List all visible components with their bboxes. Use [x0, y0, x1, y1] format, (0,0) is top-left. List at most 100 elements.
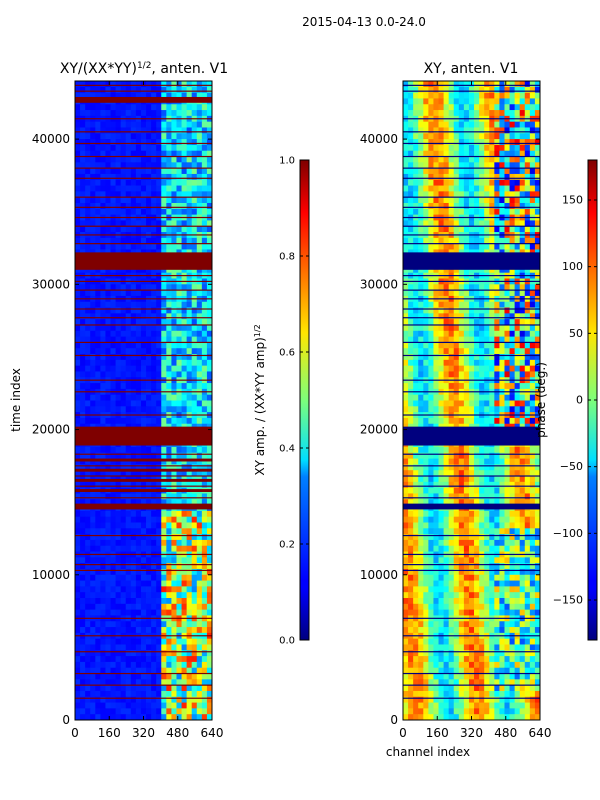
heatmap-cell [524, 156, 531, 163]
heatmap-cell [90, 86, 96, 94]
heatmap-cell [186, 127, 193, 134]
heatmap-cell [474, 98, 480, 105]
heatmap-cell [529, 202, 536, 210]
heatmap-cell [206, 284, 213, 291]
heatmap-cell [75, 534, 81, 541]
heatmap-cell [85, 226, 91, 233]
heatmap-cell [171, 208, 177, 216]
heatmap-cell [156, 139, 162, 146]
heatmap-cell [166, 586, 172, 593]
heatmap-cell [115, 516, 122, 523]
heatmap-cell [494, 162, 500, 169]
heatmap-cell [519, 266, 526, 274]
heatmap-cell [90, 586, 96, 593]
heatmap-cell [403, 458, 409, 465]
heatmap-cell [504, 394, 510, 401]
heatmap-cell [130, 139, 137, 146]
heatmap-cell [453, 481, 460, 489]
heatmap-cell [95, 452, 101, 459]
heatmap-cell [418, 98, 424, 105]
heatmap-cell [474, 133, 480, 140]
heatmap-cell [166, 336, 172, 343]
heatmap-cell [463, 487, 470, 494]
heatmap-cell [423, 173, 429, 181]
heatmap-cell [156, 679, 162, 686]
heatmap-cell [176, 313, 182, 320]
heatmap-cell [161, 516, 167, 523]
heatmap-cell [130, 202, 137, 210]
heatmap-cell [514, 324, 521, 332]
heatmap-cell [120, 708, 127, 715]
heatmap-cell [161, 266, 167, 274]
flagged-time-band [75, 468, 212, 472]
heatmap-cell [90, 383, 96, 390]
heatmap-cell [499, 290, 505, 297]
heatmap-cell [156, 638, 162, 645]
heatmap-cell [75, 208, 81, 216]
heatmap-cell [125, 220, 132, 227]
heatmap-cell [85, 446, 91, 454]
heatmap-cell [499, 81, 505, 88]
heatmap-cell [181, 307, 188, 314]
flagged-row-line [75, 354, 212, 357]
heatmap-cell [438, 394, 444, 401]
heatmap-cell [494, 330, 500, 337]
heatmap-cell [140, 290, 147, 297]
heatmap-cell [433, 476, 439, 483]
heatmap-cell [95, 481, 101, 489]
heatmap-cell [110, 679, 116, 686]
heatmap-cell [130, 470, 137, 477]
heatmap-cell [130, 464, 137, 471]
heatmap-cell [428, 336, 434, 343]
heatmap-cell [181, 394, 188, 401]
heatmap-cell [120, 92, 127, 99]
flagged-row-line [75, 564, 212, 566]
heatmap-cell [206, 679, 213, 686]
heatmap-cell [423, 319, 429, 326]
heatmap-cell [171, 673, 177, 680]
heatmap-cell [161, 226, 167, 233]
heatmap-cell [161, 121, 167, 128]
flagged-row-line [75, 196, 212, 198]
heatmap-cell [504, 173, 510, 181]
heatmap-cell [161, 417, 167, 425]
heatmap-cell [418, 226, 424, 233]
heatmap-cell [479, 110, 485, 117]
heatmap-cell [423, 121, 429, 128]
heatmap-cell [453, 464, 460, 471]
heatmap-cell [504, 383, 510, 390]
heatmap-cell [135, 86, 142, 94]
heatmap-cell [191, 243, 198, 250]
heatmap-cell [509, 290, 516, 297]
heatmap-cell [100, 650, 106, 657]
heatmap-cell [408, 406, 414, 413]
heatmap-cell [156, 568, 162, 576]
heatmap-cell [176, 621, 182, 628]
heatmap-cell [453, 324, 460, 332]
heatmap-cell [201, 690, 208, 698]
heatmap-cell [120, 650, 127, 657]
heatmap-cell [110, 516, 116, 523]
heatmap-cell [95, 237, 101, 245]
heatmap-cell [135, 150, 142, 157]
heatmap-cell [494, 359, 500, 367]
heatmap-cell [479, 173, 485, 181]
heatmap-cell [181, 150, 188, 157]
heatmap-cell [529, 470, 536, 477]
heatmap-cell [75, 371, 81, 378]
heatmap-cell [95, 644, 101, 651]
heatmap-cell [85, 499, 91, 506]
heatmap-cell [514, 92, 521, 99]
heatmap-cell [196, 336, 203, 343]
heatmap-cell [191, 563, 198, 570]
heatmap-cell [201, 452, 208, 459]
heatmap-cell [428, 394, 434, 401]
heatmap-cell [166, 365, 172, 372]
heatmap-cell [504, 191, 510, 198]
heatmap-cell [100, 92, 106, 99]
heatmap-cell [95, 313, 101, 320]
heatmap-cell [166, 226, 172, 233]
heatmap-cell [95, 446, 101, 454]
heatmap-cell [125, 191, 132, 198]
heatmap-cell [105, 354, 111, 361]
